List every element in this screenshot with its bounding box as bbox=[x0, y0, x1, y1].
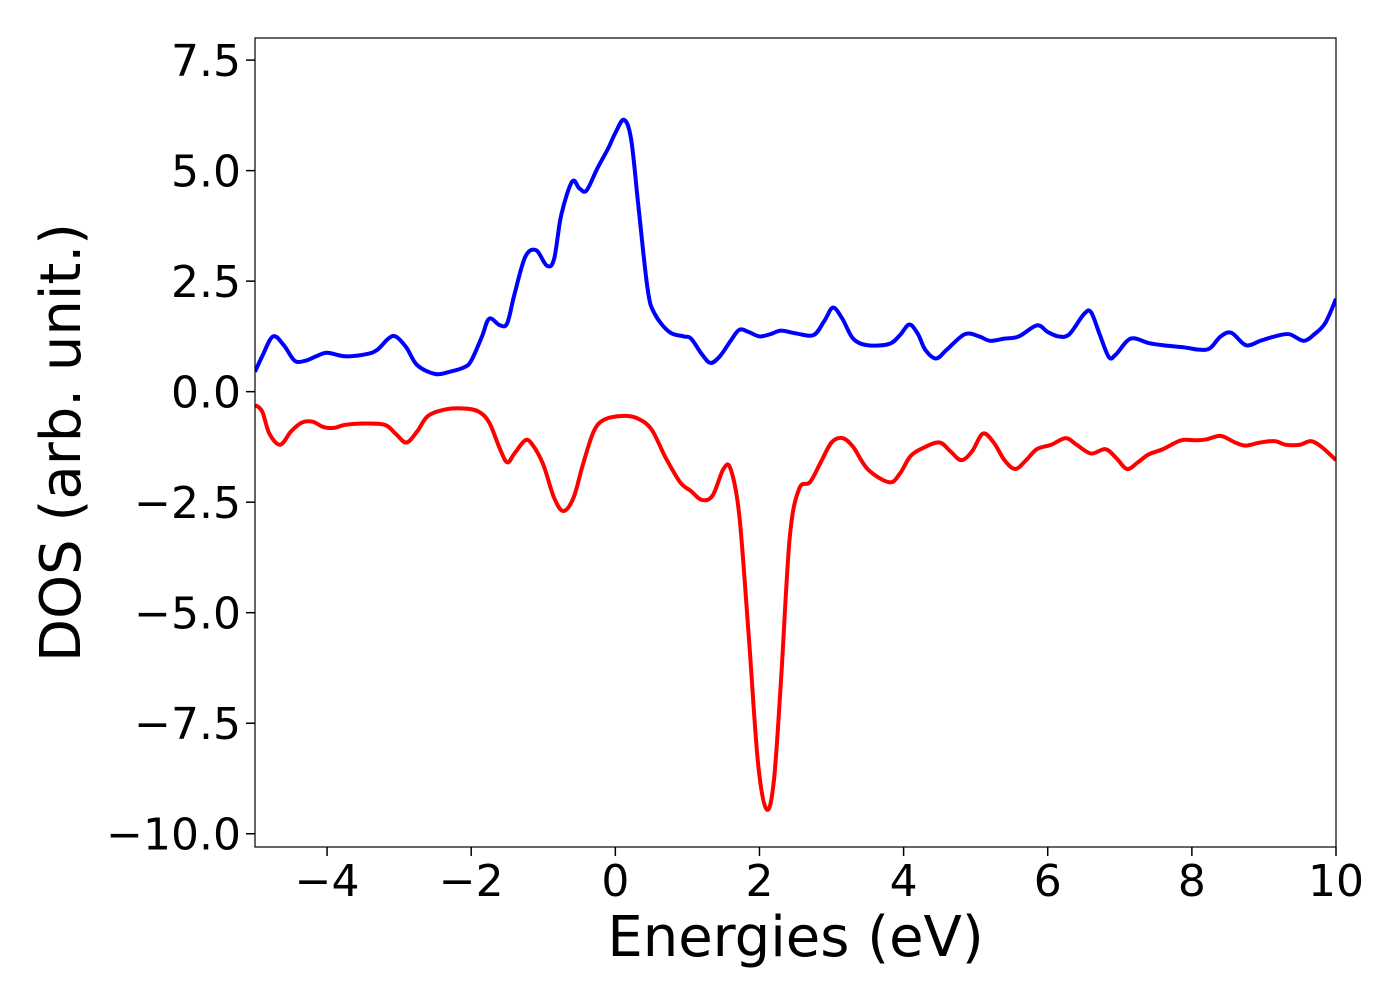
plot-frame bbox=[254, 37, 1337, 848]
series-line-1 bbox=[255, 117, 1336, 377]
y-axis-label: DOS (arb. unit.) bbox=[29, 223, 94, 662]
x-tick-label: −4 bbox=[295, 856, 360, 907]
y-tick-label: −2.5 bbox=[134, 478, 241, 529]
x-tick-label: 0 bbox=[601, 856, 629, 907]
y-tick-label: 2.5 bbox=[171, 257, 241, 308]
x-tick-label: −2 bbox=[439, 856, 504, 907]
series-layer bbox=[255, 117, 1336, 812]
x-tick-label: 8 bbox=[1178, 856, 1206, 907]
y-tick-label: −5.0 bbox=[134, 589, 241, 640]
x-tick-label: 4 bbox=[890, 856, 918, 907]
y-axis-ticks: 7.5 5.0 2.5 0.0 −2.5 −5.0 −7.5 −10.0 bbox=[106, 36, 255, 861]
y-tick-label: −10.0 bbox=[106, 810, 241, 861]
y-tick-label: −7.5 bbox=[134, 699, 241, 750]
y-tick-label: 7.5 bbox=[171, 36, 241, 87]
x-tick-label: 2 bbox=[745, 856, 773, 907]
y-tick-label: 5.0 bbox=[171, 147, 241, 198]
x-tick-label: 10 bbox=[1308, 856, 1364, 907]
y-tick-label: 0.0 bbox=[171, 368, 241, 419]
x-axis-ticks: −4 −2 0 2 4 6 8 10 bbox=[295, 847, 1364, 907]
series-line-2 bbox=[255, 403, 1336, 812]
x-axis-label: Energies (eV) bbox=[607, 905, 983, 970]
x-tick-label: 6 bbox=[1034, 856, 1062, 907]
